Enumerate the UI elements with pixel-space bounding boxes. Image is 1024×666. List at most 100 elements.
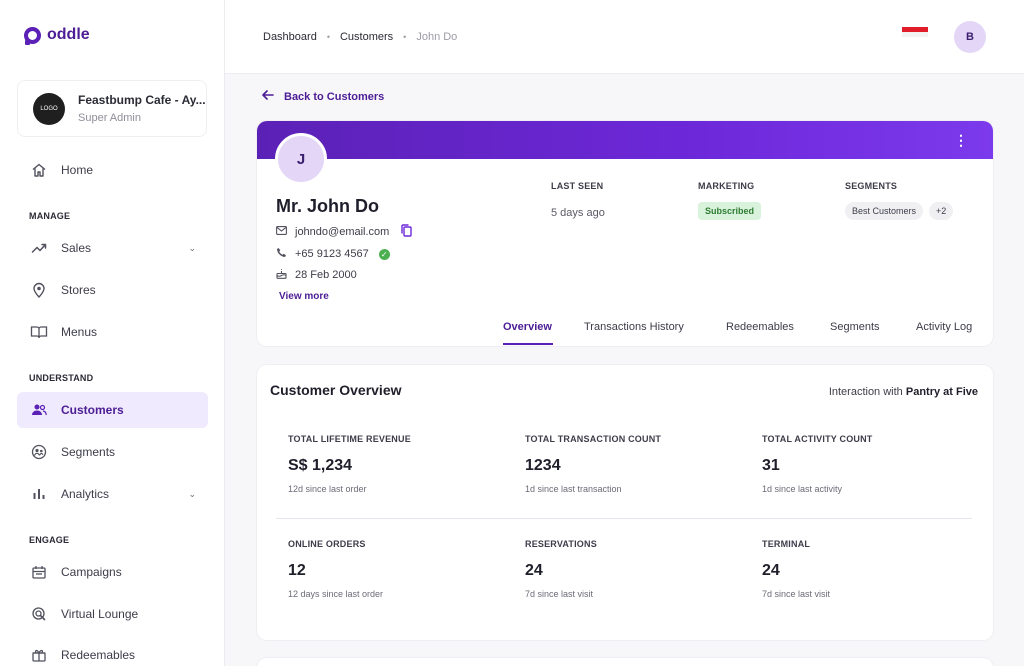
section-engage: ENGAGE xyxy=(29,535,70,545)
sidebar-item-analytics[interactable]: Analytics ⌄ xyxy=(17,476,208,512)
trending-icon xyxy=(30,239,48,257)
sidebar-item-stores[interactable]: Stores xyxy=(17,272,208,308)
tab-activity-log[interactable]: Activity Log xyxy=(916,321,973,333)
campaign-icon xyxy=(30,563,48,581)
metric-value: 24 xyxy=(525,562,543,579)
tab-transactions-history[interactable]: Transactions History xyxy=(584,321,684,333)
location-pin-icon xyxy=(30,281,48,299)
interaction-store-name: Pantry at Five xyxy=(905,386,978,398)
breadcrumb-separator: • xyxy=(326,32,330,42)
sidebar-item-label: Customers xyxy=(61,403,124,417)
metric-sub: 12d since last order xyxy=(288,484,367,494)
breadcrumb-separator: • xyxy=(403,32,407,42)
customer-dob: 28 Feb 2000 xyxy=(295,269,357,281)
account-name: Feastbump Cafe - Ay... xyxy=(78,93,206,107)
sidebar-item-label: Sales xyxy=(61,241,92,255)
logo-icon xyxy=(24,26,41,45)
interaction-store[interactable]: Interaction with Pantry at Five xyxy=(829,386,978,398)
metric-reservations: RESERVATIONS 24 7d since last visit xyxy=(525,539,597,599)
sidebar-item-label: Stores xyxy=(61,283,96,297)
metric-lifetime-revenue: TOTAL LIFETIME REVENUE S$ 1,234 12d sinc… xyxy=(288,434,411,494)
sidebar-item-label: Campaigns xyxy=(61,565,122,579)
marketing-label: MARKETING xyxy=(698,181,755,191)
sidebar-item-home[interactable]: Home xyxy=(17,152,208,188)
customer-overview-card: Customer Overview Interaction with Pantr… xyxy=(257,365,993,640)
sidebar-item-menus[interactable]: Menus xyxy=(17,314,208,350)
segments-icon xyxy=(30,443,48,461)
email-row: johndo@email.com xyxy=(276,224,413,240)
more-options-icon[interactable]: ⋮ xyxy=(954,132,968,148)
overview-title: Customer Overview xyxy=(270,382,402,398)
people-icon xyxy=(30,401,48,419)
sidebar-item-label: Home xyxy=(61,163,94,177)
sidebar-item-sales[interactable]: Sales ⌄ xyxy=(17,230,208,266)
active-tab-indicator xyxy=(503,343,553,345)
back-to-customers-link[interactable]: Back to Customers xyxy=(262,90,384,103)
sidebar-item-campaigns[interactable]: Campaigns xyxy=(17,554,208,590)
tab-segments[interactable]: Segments xyxy=(830,321,880,333)
singapore-flag-icon[interactable] xyxy=(902,27,928,37)
home-icon xyxy=(30,161,48,179)
profile-tabs: Overview Transactions History Redeemable… xyxy=(257,317,993,346)
view-more-link[interactable]: View more xyxy=(279,291,329,302)
last-seen-column: LAST SEEN 5 days ago xyxy=(551,181,605,219)
user-avatar[interactable]: B xyxy=(954,21,986,53)
sidebar-item-customers[interactable]: Customers xyxy=(17,392,208,428)
metric-value: 1234 xyxy=(525,457,561,474)
metric-activity-count: TOTAL ACTIVITY COUNT 31 1d since last ac… xyxy=(762,434,873,494)
sidebar-item-label: Analytics xyxy=(61,487,110,501)
birthday-row: 28 Feb 2000 xyxy=(276,268,357,282)
metric-sub: 7d since last visit xyxy=(525,589,594,599)
customer-phone: +65 9123 4567 xyxy=(295,248,369,260)
section-manage: MANAGE xyxy=(29,211,71,221)
breadcrumb-dashboard[interactable]: Dashboard xyxy=(263,31,317,43)
breadcrumb-customers[interactable]: Customers xyxy=(339,31,394,43)
phone-icon xyxy=(276,247,287,261)
sidebar-item-label: Redeemables xyxy=(61,648,136,662)
sidebar-item-label: Segments xyxy=(61,445,116,459)
account-role: Super Admin xyxy=(78,112,141,124)
arrow-left-icon xyxy=(262,90,274,103)
verified-check-icon: ✓ xyxy=(378,248,390,260)
oddle-logo[interactable]: oddle xyxy=(24,26,90,45)
metric-label: TERMINAL xyxy=(762,539,811,549)
breadcrumb-current: John Do xyxy=(416,31,458,43)
interaction-prefix: Interaction with xyxy=(828,386,903,398)
chevron-down-icon: ⌄ xyxy=(188,242,196,253)
sidebar-item-segments[interactable]: Segments xyxy=(17,434,208,470)
profile-banner: ⋮ xyxy=(257,121,993,159)
last-seen-value: 5 days ago xyxy=(551,207,605,219)
segments-column: SEGMENTS Best Customers +2 xyxy=(845,181,954,220)
sidebar-item-virtual-lounge[interactable]: Virtual Lounge xyxy=(17,596,208,632)
metric-label: TOTAL TRANSACTION COUNT xyxy=(525,434,662,444)
chevron-down-icon: ⌄ xyxy=(188,488,196,499)
metric-sub: 12 days since last order xyxy=(288,589,384,599)
mail-icon xyxy=(276,226,287,238)
breadcrumb: Dashboard • Customers • John Do xyxy=(263,31,457,43)
segment-chip[interactable]: Best Customers xyxy=(845,202,924,220)
last-seen-label: LAST SEEN xyxy=(551,181,604,191)
logo-text: oddle xyxy=(47,26,90,43)
metric-label: RESERVATIONS xyxy=(525,539,597,549)
metric-value: 24 xyxy=(762,562,780,579)
phone-row: +65 9123 4567 ✓ xyxy=(276,247,390,261)
tab-overview[interactable]: Overview xyxy=(503,321,552,333)
account-switcher[interactable]: LOGO Feastbump Cafe - Ay... Super Admin xyxy=(17,80,207,137)
metric-label: TOTAL ACTIVITY COUNT xyxy=(762,434,873,444)
metric-transaction-count: TOTAL TRANSACTION COUNT 1234 1d since la… xyxy=(525,434,661,494)
sidebar: oddle LOGO Feastbump Cafe - Ay... Super … xyxy=(0,0,225,666)
sidebar-item-redeemables[interactable]: Redeemables xyxy=(17,637,208,666)
tab-redeemables[interactable]: Redeemables xyxy=(726,321,794,333)
segments-more-chip[interactable]: +2 xyxy=(929,202,954,220)
segments-label: SEGMENTS xyxy=(845,181,898,191)
metric-value: 12 xyxy=(288,562,306,579)
metric-sub: 1d since last activity xyxy=(762,484,843,494)
next-card xyxy=(257,658,993,666)
customer-email: johndo@email.com xyxy=(295,226,390,238)
cake-icon xyxy=(276,268,287,282)
marketing-column: MARKETING Subscribed xyxy=(698,181,762,220)
top-bar: Dashboard • Customers • John Do B xyxy=(225,0,1024,74)
section-understand: UNDERSTAND xyxy=(29,373,94,383)
copy-icon[interactable] xyxy=(401,224,413,240)
metric-terminal: TERMINAL 24 7d since last visit xyxy=(762,539,830,599)
